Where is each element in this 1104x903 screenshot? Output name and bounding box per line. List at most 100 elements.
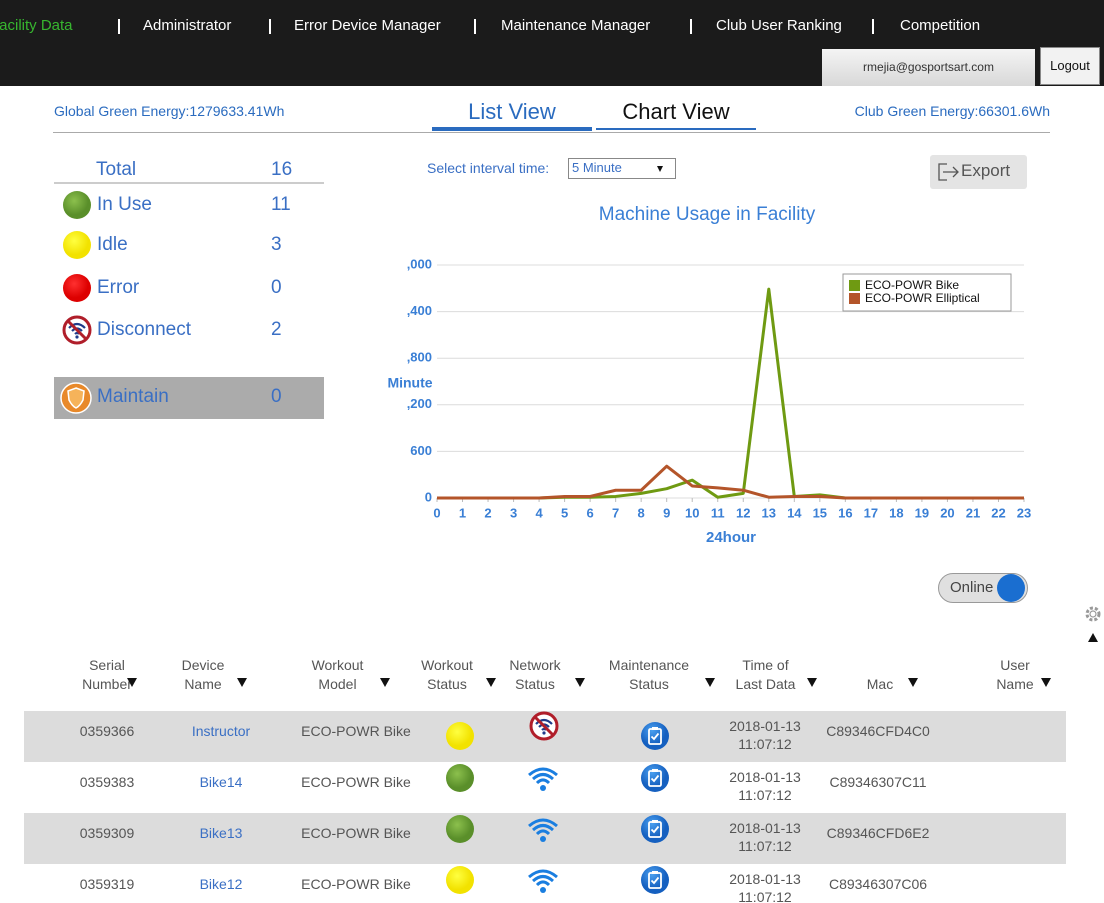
nav-item[interactable]: Facility Data — [0, 17, 73, 34]
legend-box — [842, 273, 1012, 312]
maintenance-status-icon — [640, 814, 670, 844]
workout-status-icon — [446, 764, 474, 792]
legend-swatch — [849, 293, 860, 304]
nav-item[interactable]: Error Device Manager — [294, 17, 441, 34]
nav-item[interactable]: Maintenance Manager — [501, 17, 651, 34]
serial: 0359366 — [79, 723, 135, 739]
column-header[interactable]: Serial Number — [82, 657, 132, 692]
tab[interactable]: List View — [468, 99, 556, 124]
y-tick-label: ,200 — [407, 396, 432, 411]
x-tick-label: 4 — [535, 505, 543, 520]
workout-status-icon — [446, 866, 474, 894]
chart-title: Machine Usage in Facility — [599, 204, 816, 225]
device-name[interactable]: Bike13 — [199, 825, 243, 841]
table-row[interactable]: 0359309 Bike13 ECO-POWR Bike 2018-01-13 … — [24, 813, 1066, 864]
nav-item[interactable]: Club User Ranking — [716, 17, 842, 34]
x-tick-label: 17 — [864, 505, 878, 520]
interval-label: Select interval time: — [427, 160, 550, 176]
table-row[interactable]: 0359366 Instructor ECO-POWR Bike 2018-01… — [24, 711, 1066, 762]
column-header[interactable]: User Name — [996, 657, 1034, 692]
y-tick-label: 0 — [425, 489, 432, 504]
maintenance-status-icon — [640, 865, 670, 895]
model: ECO-POWR Bike — [301, 723, 411, 739]
summary-count: 0 — [271, 277, 282, 298]
model: ECO-POWR Bike — [301, 825, 411, 841]
nav-item[interactable]: Competition — [900, 17, 981, 34]
maintenance-status-icon — [640, 763, 670, 793]
legend-label: ECO-POWR Bike — [865, 278, 959, 292]
summary-count: 2 — [271, 319, 282, 340]
x-axis-label: 24hour — [706, 529, 756, 546]
idle-icon — [63, 231, 91, 259]
user-email: rmejia@gosportsart.com — [822, 49, 1035, 86]
x-tick-label: 1 — [459, 505, 466, 520]
x-tick-label: 23 — [1017, 505, 1031, 520]
x-tick-label: 18 — [889, 505, 903, 520]
last-data-time: 2018-01-13 11:07:12 — [729, 718, 801, 752]
series-line — [437, 464, 1024, 500]
mac: C89346307C11 — [829, 774, 927, 790]
sort-arrow[interactable] — [807, 678, 817, 687]
column-header[interactable]: Maintenance Status — [608, 657, 690, 692]
summary-label: In Use — [97, 194, 152, 215]
y-tick-label: ,400 — [407, 303, 432, 318]
logout-button[interactable]: Logout — [1040, 47, 1100, 85]
network-status-icon — [526, 866, 560, 896]
x-tick-label: 9 — [663, 505, 670, 520]
divider — [54, 182, 324, 184]
tab-underline — [596, 128, 756, 130]
table-row[interactable]: 0359319 Bike12 ECO-POWR Bike 2018-01-13 … — [24, 864, 1066, 903]
sort-arrow[interactable] — [237, 678, 247, 687]
column-header[interactable]: Mac — [866, 676, 894, 692]
x-tick-label: 0 — [433, 505, 440, 520]
mac: C89346307C06 — [828, 876, 928, 892]
column-header[interactable]: Device Name — [181, 657, 225, 692]
tab[interactable]: Chart View — [622, 99, 730, 124]
maintenance-status-icon — [640, 721, 670, 751]
x-tick-label: 14 — [787, 505, 802, 520]
x-tick-label: 5 — [561, 505, 568, 520]
device-name[interactable]: Instructor — [191, 723, 251, 739]
y-axis-label: Minute — [387, 375, 432, 391]
column-header[interactable]: Workout Status — [421, 657, 473, 692]
in-use-icon — [63, 191, 91, 219]
x-tick-label: 11 — [711, 505, 725, 520]
legend-label: ECO-POWR Elliptical — [865, 291, 980, 305]
serial: 0359319 — [79, 876, 135, 892]
sort-arrow[interactable] — [575, 678, 585, 687]
sort-arrow[interactable] — [380, 678, 390, 687]
chart: Machine Usage in Facility Minute 24hour … — [387, 204, 1031, 546]
settings-icon[interactable] — [1083, 604, 1103, 624]
serial: 0359383 — [79, 774, 135, 790]
model: ECO-POWR Bike — [301, 876, 411, 892]
maintain-icon — [60, 382, 92, 414]
nav-separator — [690, 19, 692, 34]
x-tick-label: 20 — [940, 505, 954, 520]
nav-item[interactable]: Administrator — [143, 17, 232, 34]
summary-count: 0 — [271, 386, 282, 407]
x-tick-label: 16 — [838, 505, 852, 520]
scroll-up[interactable] — [1088, 633, 1098, 642]
sort-arrow[interactable] — [908, 678, 918, 687]
error-icon — [63, 274, 91, 302]
last-data-time: 2018-01-13 11:07:12 — [729, 871, 801, 903]
summary-label: Maintain — [97, 386, 169, 407]
device-name[interactable]: Bike14 — [199, 774, 243, 790]
export-label: Export — [961, 161, 1011, 180]
sort-arrow[interactable] — [486, 678, 496, 687]
sort-arrow[interactable] — [705, 678, 715, 687]
table-row[interactable]: 0359383 Bike14 ECO-POWR Bike 2018-01-13 … — [24, 762, 1066, 813]
sort-arrow[interactable] — [127, 678, 137, 687]
sort-arrow[interactable] — [1041, 678, 1051, 687]
column-header[interactable]: Workout Model — [311, 657, 364, 692]
x-tick-label: 7 — [612, 505, 619, 520]
device-name[interactable]: Bike12 — [199, 876, 243, 892]
column-header[interactable]: Network Status — [509, 657, 561, 692]
y-tick-label: 600 — [410, 443, 432, 458]
column-header[interactable]: Time of Last Data — [735, 657, 796, 692]
interval-select[interactable] — [568, 158, 676, 179]
model: ECO-POWR Bike — [301, 774, 411, 790]
x-tick-label: 6 — [587, 505, 594, 520]
x-tick-label: 2 — [484, 505, 491, 520]
x-tick-label: 15 — [813, 505, 827, 520]
